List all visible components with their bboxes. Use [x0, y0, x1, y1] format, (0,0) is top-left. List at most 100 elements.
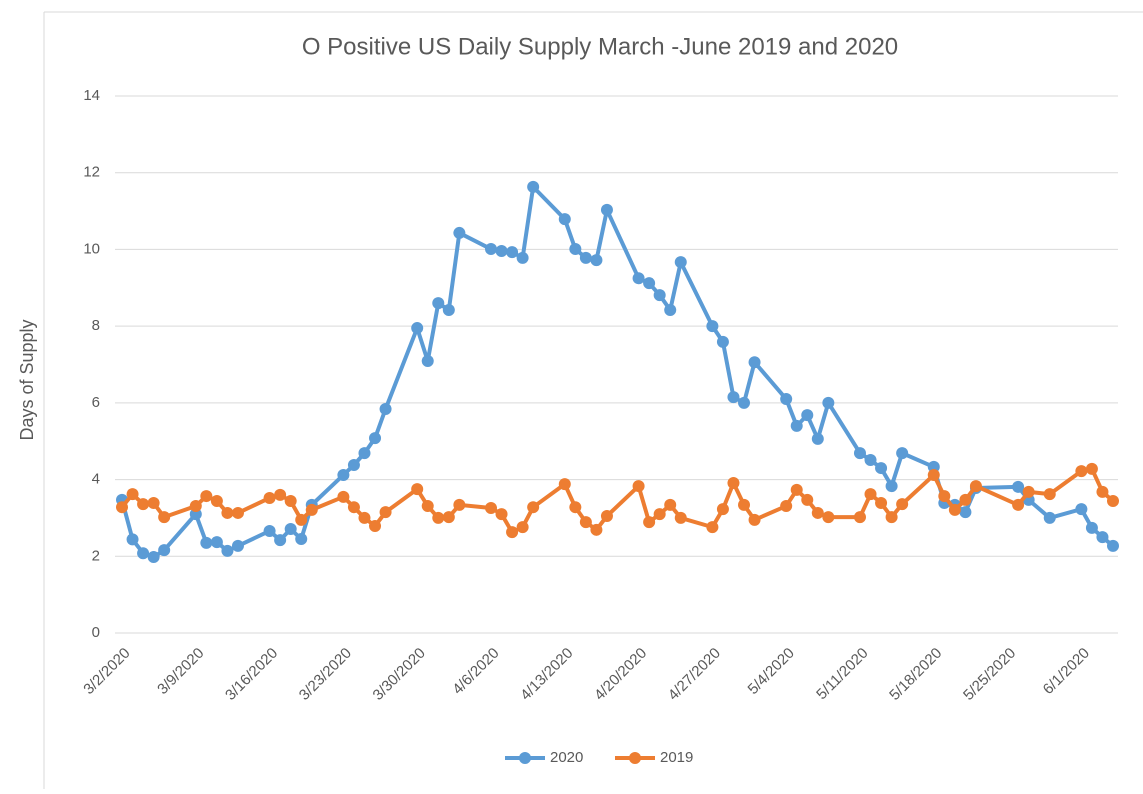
y-tick-label: 12: [83, 164, 100, 181]
point: [664, 304, 677, 317]
point: [506, 526, 519, 539]
point: [948, 503, 961, 516]
point: [790, 419, 803, 432]
point: [716, 503, 729, 516]
point: [263, 524, 276, 537]
point: [411, 483, 424, 496]
point: [1096, 531, 1109, 544]
point: [780, 500, 793, 513]
point: [1085, 521, 1098, 534]
x-tick-label: 5/11/2020: [813, 645, 871, 703]
x-tick-label: 4/20/2020: [591, 645, 650, 704]
point: [811, 506, 824, 519]
point: [453, 498, 466, 511]
point: [600, 203, 613, 216]
point: [822, 396, 835, 409]
y-tick-label: 14: [83, 87, 100, 104]
point: [716, 335, 729, 348]
point: [295, 513, 308, 526]
point: [727, 477, 740, 490]
legend-marker: [519, 752, 531, 764]
y-tick-label: 2: [92, 547, 100, 564]
point: [1043, 488, 1056, 501]
point: [801, 409, 814, 422]
point: [653, 289, 666, 302]
point: [885, 480, 898, 493]
point: [801, 493, 814, 506]
point: [263, 491, 276, 504]
point: [790, 483, 803, 496]
point: [738, 498, 751, 511]
point: [664, 498, 677, 511]
point: [506, 246, 519, 259]
legend-marker: [629, 752, 641, 764]
x-tick-label: 3/16/2020: [222, 645, 281, 704]
x-tick-label: 4/6/2020: [449, 645, 502, 698]
point: [632, 272, 645, 285]
point: [569, 501, 582, 514]
point: [969, 480, 982, 493]
x-tick-label: 6/1/2020: [1040, 645, 1093, 698]
point: [959, 506, 972, 519]
point: [875, 462, 888, 475]
point: [231, 506, 244, 519]
point: [358, 511, 371, 524]
point: [875, 496, 888, 509]
point: [1075, 503, 1088, 516]
legend-label: 2020: [550, 749, 583, 766]
point: [653, 508, 666, 521]
point: [411, 322, 424, 335]
point: [158, 511, 171, 524]
point: [221, 506, 234, 519]
point: [959, 493, 972, 506]
y-tick-label: 6: [92, 394, 100, 411]
x-tick-label: 3/2/2020: [80, 645, 133, 698]
point: [927, 468, 940, 481]
point: [274, 488, 287, 501]
point: [147, 496, 160, 509]
point: [442, 511, 455, 524]
point: [706, 320, 719, 333]
point: [569, 243, 582, 256]
point: [126, 533, 139, 546]
point: [706, 521, 719, 534]
point: [200, 490, 213, 503]
y-tick-label: 4: [92, 471, 100, 488]
point: [1012, 498, 1025, 511]
point: [748, 356, 761, 369]
point: [347, 501, 360, 514]
point: [1096, 485, 1109, 498]
point: [189, 500, 202, 513]
point: [674, 256, 687, 269]
point: [780, 393, 793, 406]
point: [284, 495, 297, 508]
point: [158, 544, 171, 557]
point: [442, 304, 455, 317]
point: [116, 501, 128, 514]
point: [210, 495, 223, 508]
point: [295, 533, 308, 546]
point: [379, 506, 392, 519]
point: [885, 511, 898, 524]
legend-label: 2019: [660, 749, 693, 766]
point: [727, 391, 740, 404]
point: [421, 500, 434, 513]
point: [432, 511, 445, 524]
point: [337, 490, 350, 503]
point: [516, 251, 529, 264]
point: [527, 180, 540, 193]
point: [1107, 495, 1119, 508]
point: [590, 254, 603, 267]
point: [274, 534, 287, 547]
point: [853, 511, 866, 524]
point: [822, 511, 835, 524]
x-tick-label: 3/30/2020: [370, 645, 429, 704]
point: [484, 243, 497, 256]
point: [379, 402, 392, 415]
point: [864, 454, 877, 467]
point: [369, 432, 382, 445]
x-tick-label: 5/25/2020: [960, 645, 1019, 704]
point: [147, 551, 160, 564]
point: [347, 458, 360, 471]
point: [1107, 539, 1119, 552]
